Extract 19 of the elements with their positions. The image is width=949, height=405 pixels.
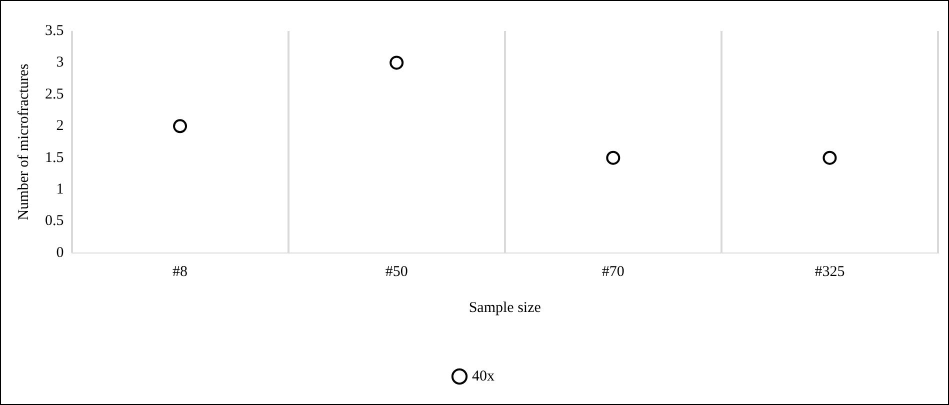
y-tick-label: 0: [56, 244, 64, 261]
point: [173, 119, 188, 134]
x-tick-label: #325: [814, 264, 845, 280]
point: [390, 56, 404, 70]
y-tick-label: 2: [56, 118, 64, 134]
legend-label: 40x: [472, 368, 495, 384]
x-tick-label: #50: [385, 264, 408, 280]
y-tick-label: 3: [56, 54, 64, 71]
y-tick-label: 1: [56, 182, 64, 198]
y-tick-label: 1.5: [45, 150, 64, 166]
x-axis-title: Sample size: [468, 300, 542, 316]
x-tick-label: #8: [172, 264, 188, 280]
y-axis-title: Number of microfractures: [16, 64, 32, 220]
y-tick-label: 0.5: [45, 213, 64, 230]
y-tick-label: 2.5: [45, 86, 64, 102]
point: [606, 150, 620, 165]
y-tick-label: 3.5: [45, 22, 64, 39]
point: [822, 150, 837, 165]
x-tick-label: #70: [602, 264, 624, 280]
